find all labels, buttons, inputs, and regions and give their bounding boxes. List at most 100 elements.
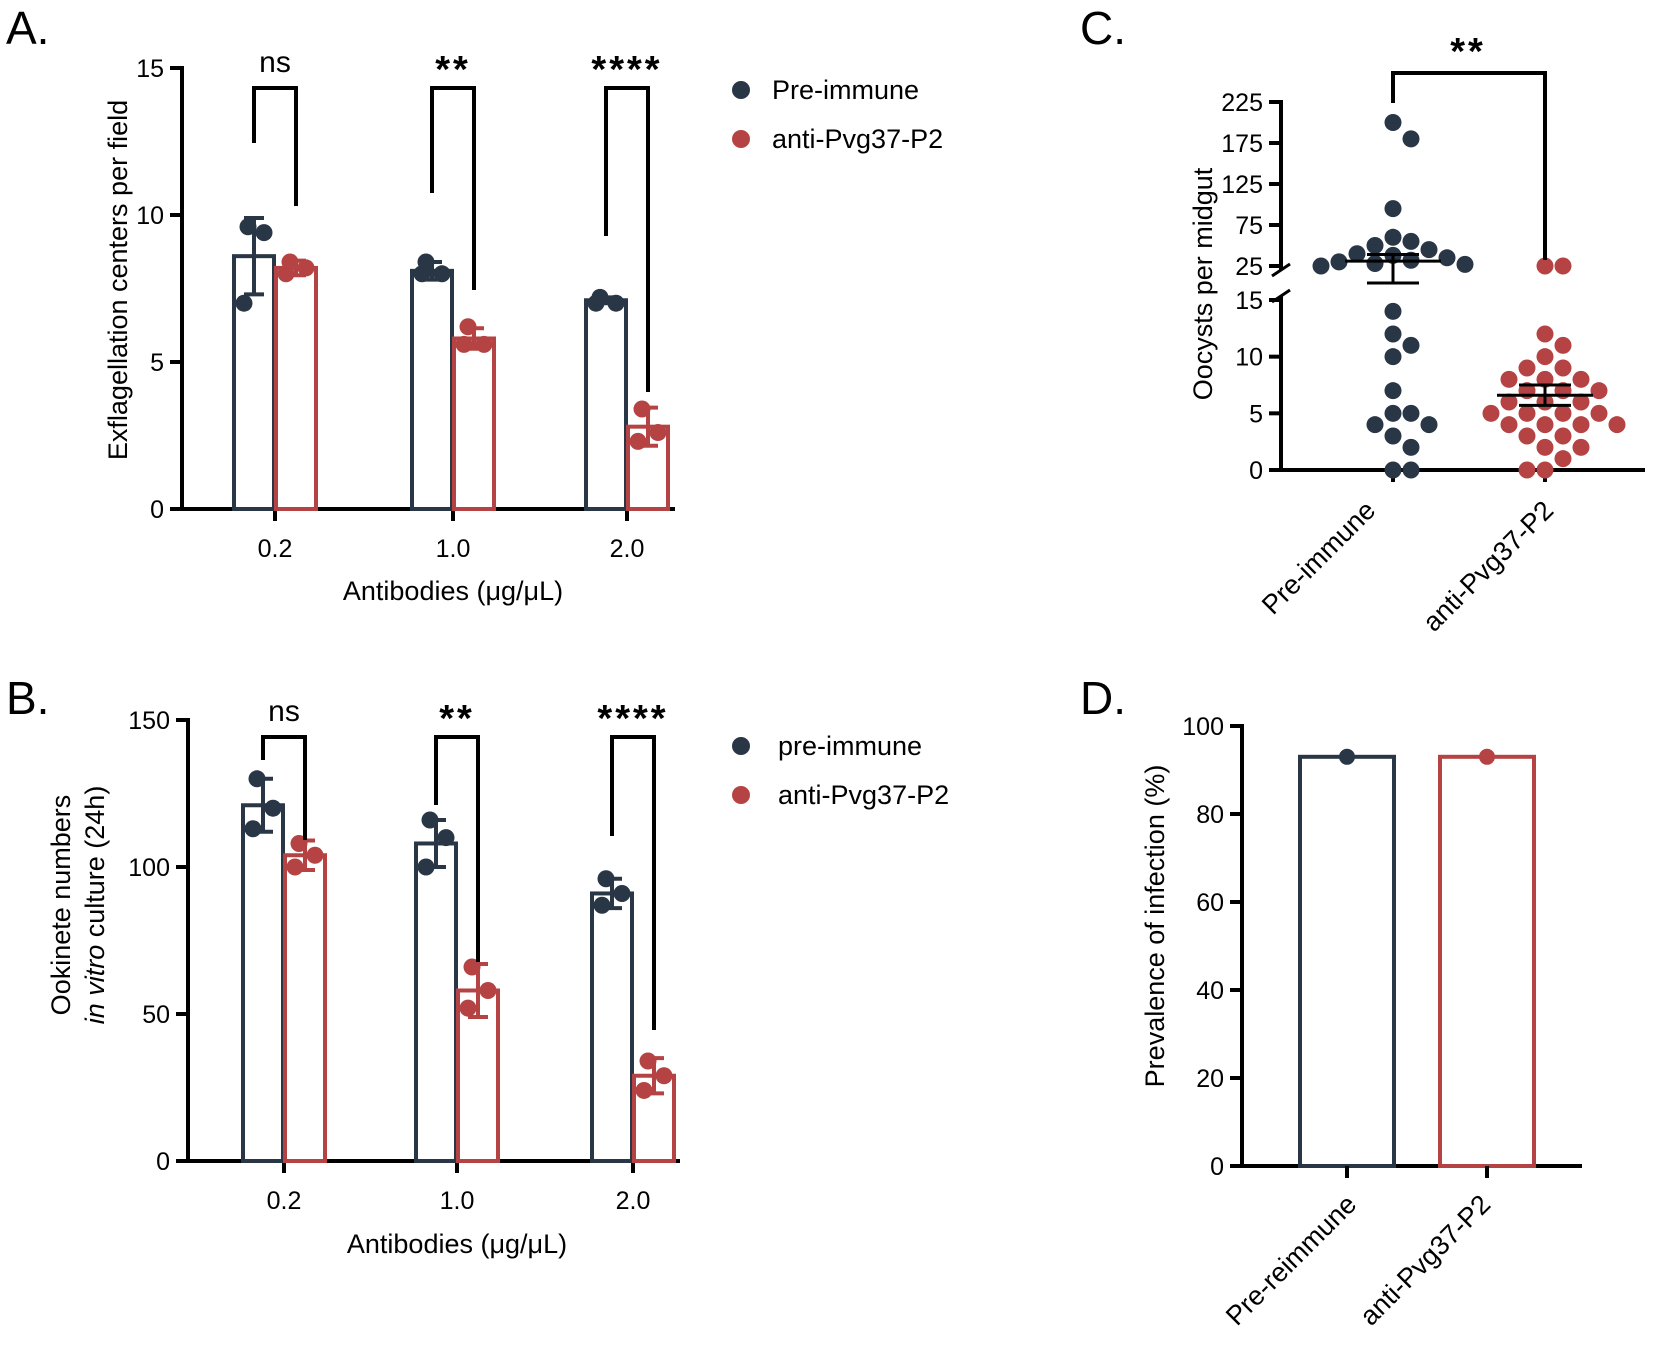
- panel-c-point-1-21: [1572, 416, 1590, 434]
- panel-b-point-0-0-1: [264, 799, 282, 817]
- panel-c-point-0-11: [1330, 253, 1348, 271]
- panel-c-point-0-16: [1384, 325, 1402, 343]
- panel-b-x-tick-label-2: 2.0: [616, 1187, 651, 1215]
- panel-a-sig-label-1: **: [435, 49, 471, 91]
- panel-d: Prevalence of infection (%) Pre-reimmune…: [1140, 713, 1582, 1331]
- panel-c-point-1-2: [1536, 325, 1554, 343]
- panel-c-point-1-29: [1536, 461, 1554, 479]
- panel-a-x-tick-label-2: 2.0: [610, 535, 645, 563]
- panel-c-point-1-14: [1572, 393, 1590, 411]
- panel-d-bar-1: [1438, 754, 1536, 1168]
- panel-b-y-tick-label-2: 100: [128, 854, 170, 882]
- panel-c-point-0-26: [1384, 461, 1402, 479]
- panel-b: Antibodies (μg/μL) Ookinete numbers in v…: [46, 695, 949, 1259]
- panel-a-point-1-0-1: [297, 259, 315, 277]
- panel-a-legend-label-1: anti-Pvg37-P2: [772, 124, 943, 154]
- panel-a-point-1-1-0: [459, 318, 477, 336]
- panel-b-point-1-1-1: [479, 981, 497, 999]
- panel-c-y-tick-label-lower-2: 10: [1235, 344, 1263, 372]
- panel-b-point-0-1-2: [417, 858, 435, 876]
- panel-c-point-1-22: [1500, 416, 1518, 434]
- panel-b-point-0-2-1: [613, 884, 631, 902]
- panel-d-y-tick-label-1: 20: [1196, 1065, 1224, 1093]
- panel-c-axis-break-upper: [1271, 262, 1291, 278]
- panel-b-point-0-1-0: [421, 811, 439, 829]
- panel-c-sig-bracket: [1391, 71, 1547, 260]
- panel-b-ylabel-line2: in vitro culture (24h): [80, 786, 110, 1025]
- panel-b-sig-bracket-0: [261, 735, 307, 840]
- panel-c-point-0-21: [1402, 404, 1420, 422]
- panel-c-point-1-20: [1536, 416, 1554, 434]
- panel-d-letter: D.: [1080, 672, 1126, 724]
- panel-b-sig-label-1: **: [439, 698, 475, 740]
- panel-a-point-0-2-1: [607, 294, 625, 312]
- panel-b-ylabel-rest: culture (24h): [80, 786, 110, 945]
- panel-a-legend-marker-1: [732, 130, 750, 148]
- panel-c-point-0-5: [1366, 237, 1384, 254]
- panel-b-bar-0-2: [590, 891, 634, 1164]
- panel-b-y-tick-label-3: 150: [128, 707, 170, 735]
- panel-c-y-tick-label-upper-2: 125: [1221, 171, 1263, 199]
- panel-a-point-1-2-1: [649, 424, 667, 442]
- panel-a-x-tick-label-1: 1.0: [436, 535, 471, 563]
- panel-a-point-0-0-2: [235, 294, 253, 312]
- panel-b-point-0-0-2: [244, 820, 262, 838]
- panel-c-point-0-15: [1384, 302, 1402, 320]
- panel-c-point-0-1: [1402, 130, 1420, 148]
- panel-a-ylabel: Exflagellation centers per field: [103, 100, 133, 460]
- panel-c-point-0-9: [1438, 249, 1456, 267]
- panel-b-point-1-2-2: [635, 1081, 653, 1099]
- panel-a-point-1-1-1: [475, 335, 493, 353]
- panel-a-y-tick-label-1: 5: [150, 349, 164, 377]
- panel-b-sig-bracket-1: [434, 735, 480, 962]
- panel-c: Oocysts per midgut Pre-immune anti-Pvg37…: [1188, 31, 1645, 637]
- panel-c-y-tick-label-lower-0: 0: [1249, 457, 1263, 485]
- panel-a-bar-0-1: [410, 268, 454, 511]
- panel-c-point-1-19: [1482, 404, 1500, 422]
- panel-a-legend-label-0: Pre-immune: [772, 75, 919, 105]
- panel-c-ylabel: Oocysts per midgut: [1188, 167, 1218, 400]
- panel-a-y-tick-label-2: 10: [136, 202, 164, 230]
- panel-c-point-1-23: [1608, 416, 1626, 434]
- panel-b-ylabel-line1: Ookinete numbers: [46, 795, 76, 1016]
- panel-c-point-1-17: [1518, 404, 1536, 422]
- panel-a-y-tick-label-3: 15: [136, 55, 164, 83]
- panel-b-legend-label-0: pre-immune: [778, 731, 922, 761]
- panel-c-point-0-18: [1384, 348, 1402, 366]
- panel-b-y-tick-label-0: 0: [156, 1148, 170, 1176]
- panel-c-point-1-9: [1500, 370, 1518, 388]
- panel-c-point-1-8: [1572, 370, 1590, 388]
- panel-a-point-1-0-2: [277, 265, 295, 283]
- panel-a-point-0-0-0: [239, 218, 257, 236]
- panel-d-point-1: [1479, 748, 1495, 765]
- panel-b-point-1-2-0: [639, 1052, 657, 1070]
- panel-c-point-1-3: [1554, 336, 1572, 354]
- panel-a-point-1-1-2: [455, 335, 473, 353]
- panel-d-category-0: Pre-reimmune: [1220, 1189, 1362, 1331]
- panel-a: Antibodies (μg/μL) Exflagellation center…: [103, 46, 943, 606]
- panel-c-point-1-28: [1554, 450, 1572, 468]
- panel-d-y-tick-label-4: 80: [1196, 801, 1224, 829]
- panel-c-point-0-20: [1384, 404, 1402, 422]
- panel-c-point-1-6: [1518, 359, 1536, 377]
- panel-a-sig-label-0: ns: [259, 46, 291, 79]
- panel-b-point-1-0-1: [306, 846, 324, 864]
- panel-c-point-0-25: [1402, 438, 1420, 456]
- panel-c-point-0-14: [1312, 257, 1330, 275]
- panel-b-legend-marker-0: [732, 737, 750, 755]
- panel-b-point-0-2-0: [597, 870, 615, 888]
- panel-b-point-1-0-2: [286, 858, 304, 876]
- panel-a-point-1-2-2: [629, 432, 647, 450]
- panel-c-point-1-5: [1554, 359, 1572, 377]
- panel-c-point-1-27: [1572, 438, 1590, 456]
- panel-c-point-0-7: [1348, 245, 1366, 263]
- panel-b-letter: B.: [6, 672, 49, 724]
- panel-b-y-tick-label-1: 50: [142, 1001, 170, 1029]
- panel-c-point-0-22: [1366, 416, 1384, 434]
- panel-c-point-0-2: [1384, 200, 1402, 218]
- panel-a-point-0-1-1: [433, 265, 451, 283]
- panel-a-xlabel: Antibodies (μg/μL): [343, 576, 563, 606]
- panel-c-point-1-16: [1554, 404, 1572, 422]
- panel-d-y-tick-label-5: 100: [1182, 713, 1224, 741]
- panel-c-y-tick-label-lower-3: 15: [1235, 287, 1263, 315]
